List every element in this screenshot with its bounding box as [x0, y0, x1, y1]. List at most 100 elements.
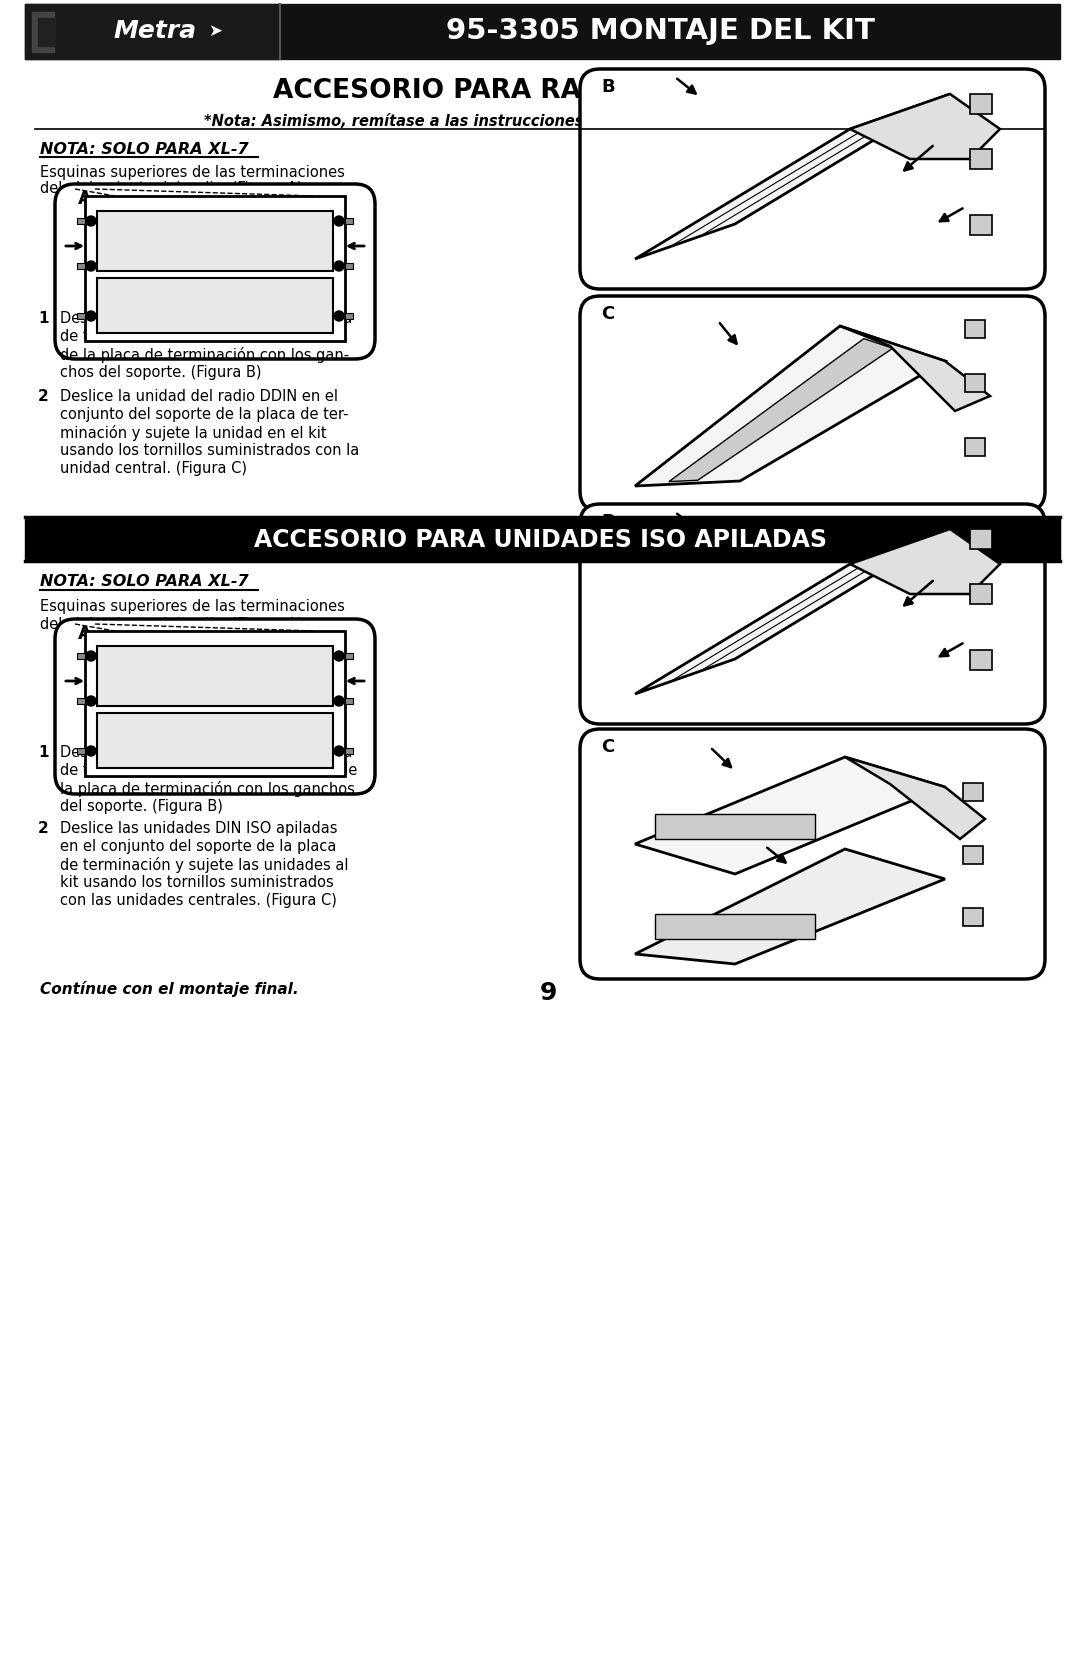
Text: chos del soporte. (Figura B): chos del soporte. (Figura B): [60, 366, 261, 381]
Text: la placa de terminación con los ganchos: la placa de terminación con los ganchos: [60, 781, 355, 798]
Bar: [77, 748, 85, 754]
Polygon shape: [635, 850, 945, 965]
Text: usando los tornillos suministrados con la: usando los tornillos suministrados con l…: [60, 442, 360, 457]
Bar: [966, 439, 985, 457]
Text: del alojamiento del radio. (Figura A): del alojamiento del radio. (Figura A): [40, 182, 302, 197]
Text: C: C: [602, 738, 615, 756]
Circle shape: [86, 696, 96, 706]
Bar: [345, 314, 353, 319]
Circle shape: [86, 746, 96, 756]
FancyBboxPatch shape: [580, 295, 1045, 511]
Text: ➤: ➤: [208, 22, 221, 40]
Text: NOTA: SOLO PARA XL-7: NOTA: SOLO PARA XL-7: [40, 574, 248, 589]
Bar: [97, 210, 333, 270]
Text: ACCESORIO PARA UNIDADES ISO APILADAS: ACCESORIO PARA UNIDADES ISO APILADAS: [254, 527, 826, 552]
Circle shape: [334, 260, 345, 270]
Bar: [345, 219, 353, 224]
Text: 1: 1: [38, 744, 49, 759]
Bar: [345, 748, 353, 754]
Text: Deslice las unidades DIN ISO apiladas: Deslice las unidades DIN ISO apiladas: [60, 821, 337, 836]
Bar: [654, 915, 815, 940]
Text: ACCESORIO PARA RADIO DIN DOBLE: ACCESORIO PARA RADIO DIN DOBLE: [273, 78, 807, 103]
Polygon shape: [635, 529, 950, 694]
Text: Deslice el soporte adecuado en la placa: Deslice el soporte adecuado en la placa: [60, 310, 352, 325]
Text: kit usando los tornillos suministrados: kit usando los tornillos suministrados: [60, 875, 334, 890]
Text: *Nota: Asimismo, remítase a las instrucciones incluidas con el radio de posventa: *Nota: Asimismo, remítase a las instrucc…: [204, 113, 876, 129]
Polygon shape: [840, 325, 990, 411]
Circle shape: [86, 651, 96, 661]
Bar: [970, 529, 993, 549]
FancyBboxPatch shape: [55, 619, 375, 794]
FancyBboxPatch shape: [580, 68, 1045, 289]
Polygon shape: [635, 758, 945, 875]
Text: en el conjunto del soporte de la placa: en el conjunto del soporte de la placa: [60, 840, 336, 855]
Text: Esquinas superiores de las terminaciones: Esquinas superiores de las terminaciones: [40, 599, 345, 614]
Bar: [97, 279, 333, 334]
Bar: [32, 12, 54, 52]
Bar: [966, 374, 985, 392]
Bar: [963, 783, 983, 801]
Bar: [25, 3, 280, 58]
Text: Deslice el soporte adecuado en la placa: Deslice el soporte adecuado en la placa: [60, 744, 352, 759]
Bar: [85, 195, 345, 340]
Text: del alojamiento del radio. (Figura A): del alojamiento del radio. (Figura A): [40, 616, 302, 631]
Circle shape: [86, 310, 96, 320]
Text: de terminación alineando los orificios de: de terminación alineando los orificios d…: [60, 763, 357, 778]
Bar: [970, 93, 993, 113]
Polygon shape: [635, 325, 945, 486]
Text: 9: 9: [539, 981, 556, 1005]
Text: de terminación alineando los orificios: de terminación alineando los orificios: [60, 329, 335, 344]
Bar: [25, 3, 1059, 58]
Text: 2: 2: [38, 389, 49, 404]
Text: A: A: [78, 624, 92, 643]
Bar: [345, 698, 353, 704]
Circle shape: [334, 215, 345, 225]
Text: de la placa de terminación con los gan-: de la placa de terminación con los gan-: [60, 347, 349, 362]
FancyBboxPatch shape: [580, 504, 1045, 724]
Bar: [77, 219, 85, 224]
Polygon shape: [850, 93, 1000, 159]
Text: con las unidades centrales. (Figura C): con las unidades centrales. (Figura C): [60, 893, 337, 908]
Text: B: B: [602, 78, 615, 97]
Bar: [97, 713, 333, 768]
Text: A: A: [78, 190, 92, 209]
Text: Deslice la unidad del radio DDIN en el: Deslice la unidad del radio DDIN en el: [60, 389, 338, 404]
Bar: [97, 646, 333, 706]
Bar: [970, 649, 993, 669]
Text: de terminación y sujete las unidades al: de terminación y sujete las unidades al: [60, 856, 349, 873]
FancyBboxPatch shape: [580, 729, 1045, 980]
Text: 2: 2: [38, 821, 49, 836]
Circle shape: [334, 310, 345, 320]
Bar: [966, 320, 985, 339]
Circle shape: [334, 651, 345, 661]
Bar: [25, 519, 1059, 561]
Text: C: C: [602, 305, 615, 324]
Text: minación y sujete la unidad en el kit: minación y sujete la unidad en el kit: [60, 426, 326, 441]
Text: B: B: [602, 512, 615, 531]
Bar: [77, 653, 85, 659]
Circle shape: [334, 696, 345, 706]
Bar: [970, 149, 993, 169]
Circle shape: [334, 746, 345, 756]
FancyBboxPatch shape: [55, 184, 375, 359]
Text: Metra: Metra: [113, 18, 197, 43]
Bar: [38, 18, 54, 47]
Polygon shape: [845, 758, 985, 840]
Bar: [963, 846, 983, 865]
Bar: [345, 653, 353, 659]
Text: unidad central. (Figura C): unidad central. (Figura C): [60, 461, 247, 476]
Text: Contínue con el montaje final.: Contínue con el montaje final.: [40, 981, 299, 996]
Polygon shape: [850, 529, 1000, 594]
Bar: [77, 314, 85, 319]
Bar: [654, 814, 815, 840]
Bar: [85, 631, 345, 776]
Bar: [345, 264, 353, 269]
Bar: [77, 264, 85, 269]
Circle shape: [86, 215, 96, 225]
Bar: [963, 908, 983, 926]
Polygon shape: [635, 93, 950, 259]
Bar: [970, 215, 993, 235]
Polygon shape: [669, 339, 893, 482]
Text: conjunto del soporte de la placa de ter-: conjunto del soporte de la placa de ter-: [60, 407, 349, 422]
Text: del soporte. (Figura B): del soporte. (Figura B): [60, 799, 222, 814]
